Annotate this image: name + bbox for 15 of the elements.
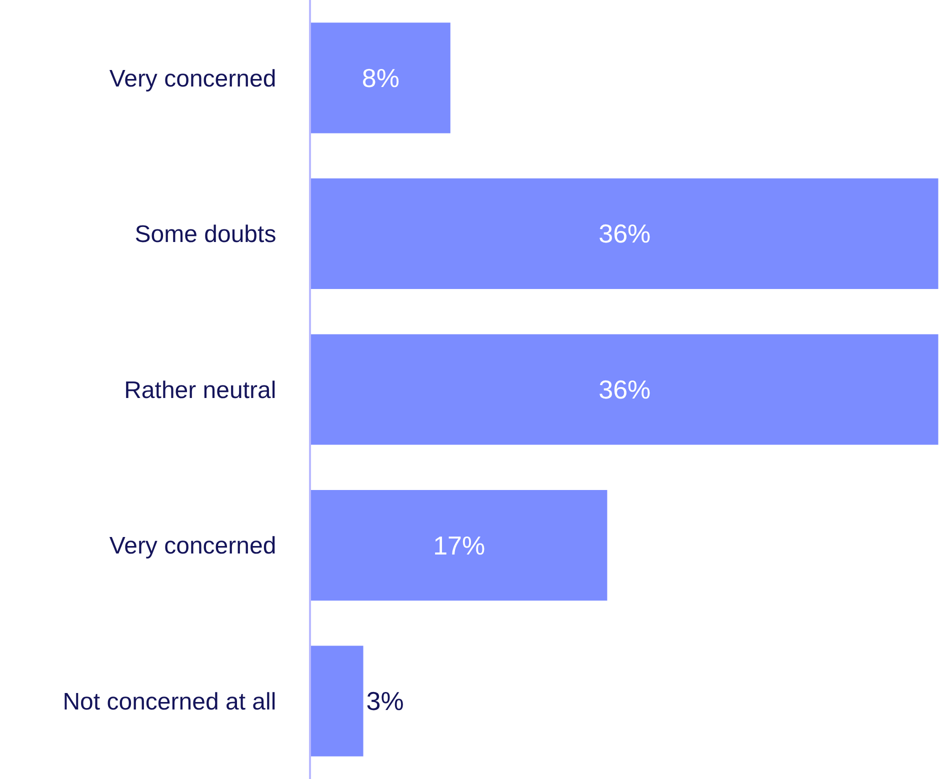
data-label: 3%	[366, 686, 404, 716]
bar	[311, 22, 450, 134]
y-tick-label: Very concerned	[109, 65, 276, 92]
y-tick-label: Rather neutral	[124, 376, 276, 404]
bar	[311, 178, 938, 290]
data-label: 17%	[433, 530, 486, 560]
data-label: 36%	[598, 374, 651, 404]
bar	[311, 334, 938, 445]
data-label: 36%	[598, 218, 651, 249]
data-label: 8%	[362, 62, 400, 93]
y-tick-label: Very concerned	[109, 532, 276, 560]
y-tick-label: Not concerned at all	[62, 688, 276, 716]
y-tick-label: Some doubts	[134, 221, 276, 248]
bar	[311, 646, 364, 756]
bar	[311, 490, 608, 601]
